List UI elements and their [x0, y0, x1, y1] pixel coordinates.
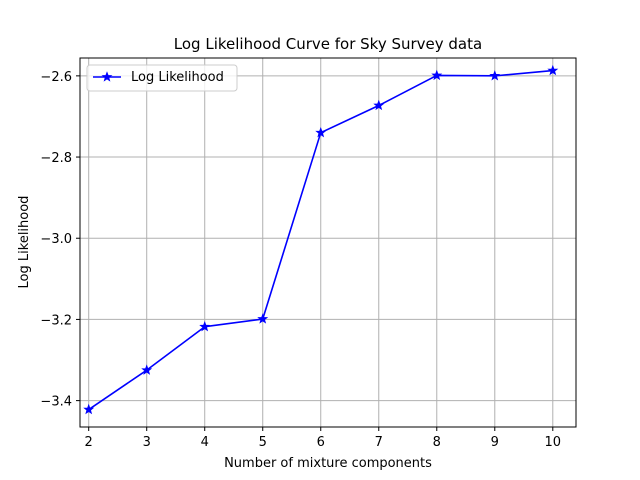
data-point-star: [83, 403, 95, 415]
legend: Log Likelihood: [86, 64, 238, 92]
y-tick-label: −2.6: [40, 70, 72, 85]
y-tick-label: −3.2: [40, 313, 72, 328]
series-layer: [83, 64, 559, 415]
x-tick-label: 5: [259, 435, 267, 450]
x-tick-label: 4: [201, 435, 209, 450]
x-tick-label: 7: [375, 435, 383, 450]
chart-title: Log Likelihood Curve for Sky Survey data: [174, 35, 482, 53]
plot-area: [80, 58, 576, 427]
legend-box: [86, 64, 238, 92]
x-axis-label: Number of mixture components: [224, 456, 432, 471]
x-tick-label: 6: [317, 435, 325, 450]
y-axis-label: Log Likelihood: [17, 196, 32, 289]
y-axis-ticks: −3.4 −3.2 −3.0 −2.8 −2.6: [40, 70, 80, 410]
x-tick-label: 10: [545, 435, 562, 450]
data-point-star: [547, 64, 559, 76]
y-tick-label: −2.8: [40, 151, 72, 166]
x-axis-ticks: 2 3 4 5 6 7 8 9 10: [85, 427, 562, 450]
x-tick-label: 3: [143, 435, 151, 450]
y-tick-label: −3.4: [40, 395, 72, 410]
data-point-star: [431, 69, 443, 81]
plot-frame: [79, 57, 577, 428]
y-tick-label: −3.0: [40, 232, 72, 247]
data-point-star: [199, 320, 211, 332]
x-tick-label: 2: [85, 435, 93, 450]
legend-star-marker: [101, 71, 113, 82]
legend-entry-label: Log Likelihood: [131, 70, 224, 85]
data-point-star: [373, 99, 385, 111]
grid: [80, 58, 576, 427]
x-tick-label: 8: [433, 435, 441, 450]
data-point-star: [141, 364, 153, 375]
x-tick-label: 9: [491, 435, 499, 450]
data-point-star: [257, 313, 269, 324]
data-point-star: [489, 70, 501, 81]
data-point-star: [315, 126, 327, 138]
